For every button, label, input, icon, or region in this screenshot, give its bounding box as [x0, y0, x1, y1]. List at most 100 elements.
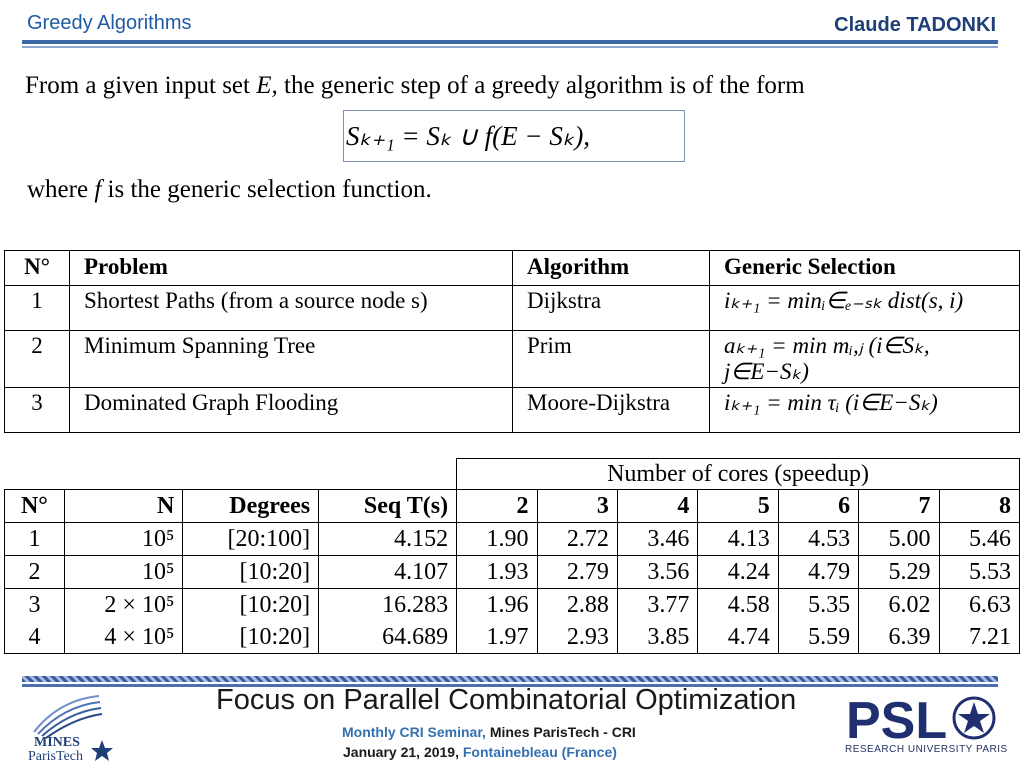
- cell: 4.53: [777, 522, 860, 556]
- cell-n: 2: [4, 330, 70, 388]
- intro-var-e: E,: [256, 72, 278, 99]
- mines-text: MINES: [34, 735, 80, 750]
- header-rule-thin: [22, 46, 998, 48]
- col-size: N: [63, 489, 184, 523]
- cell: [20:100]: [182, 522, 320, 556]
- intro-text-b: the generic step of a greedy algorithm i…: [284, 72, 805, 99]
- col-degrees: Degrees: [182, 489, 320, 523]
- cell: 2.93: [536, 621, 618, 654]
- cell-selection: aₖ₊₁ = min mᵢ,ⱼ (i∈Sₖ, j∈E−Sₖ): [709, 330, 1020, 388]
- cell: 10⁵: [63, 555, 184, 589]
- cell-problem: Minimum Spanning Tree: [69, 330, 513, 388]
- table-row: 4 4 × 10⁵ [10:20] 64.689 1.97 2.93 3.85 …: [4, 621, 1021, 654]
- cell: [10:20]: [182, 588, 320, 621]
- cell-selection: iₖ₊₁ = min τᵢ (i∈E−Sₖ): [709, 387, 1020, 433]
- cell: 1.97: [456, 621, 538, 654]
- cell: [10:20]: [182, 621, 320, 654]
- cell: 2: [4, 555, 65, 589]
- cell: 4.58: [697, 588, 779, 621]
- cell: 5.29: [858, 555, 940, 589]
- cell-algorithm: Moore-Dijkstra: [512, 387, 710, 433]
- col-cores-2: 2: [456, 489, 538, 523]
- psl-logo: PSL: [846, 692, 996, 750]
- cell-problem: Dominated Graph Flooding: [69, 387, 513, 433]
- cell: 16.283: [318, 588, 458, 621]
- cell: 6.63: [938, 588, 1021, 621]
- cell: 4: [4, 621, 65, 654]
- cell: 4.107: [318, 555, 458, 589]
- paristech-text: ParisTech: [28, 749, 84, 764]
- cell: 5.00: [858, 522, 940, 556]
- seminar-date: January 21, 2019,: [343, 744, 459, 760]
- cell: 2.79: [536, 555, 618, 589]
- cell: 1: [4, 522, 65, 556]
- cell: 7.21: [938, 621, 1021, 654]
- cell: 6.39: [858, 621, 940, 654]
- cell-problem: Shortest Paths (from a source node s): [69, 285, 513, 331]
- cell: 1.90: [456, 522, 538, 556]
- col-seq-time: Seq T(s): [318, 489, 458, 523]
- mines-paristech-logo: [33, 695, 113, 761]
- col-cores-5: 5: [697, 489, 779, 523]
- table-row: 3 2 × 10⁵ [10:20] 16.283 1.96 2.88 3.77 …: [4, 588, 1021, 621]
- cell: 6.02: [858, 588, 940, 621]
- date-line: January 21, 2019, Fontainebleau (France): [343, 744, 617, 760]
- greedy-formula: Sₖ₊₁ = Sₖ ∪ f(E − Sₖ),: [343, 110, 685, 162]
- cell: 3.77: [616, 588, 699, 621]
- author-name: Claude TADONKI: [834, 14, 996, 36]
- cell: 2 × 10⁵: [63, 588, 184, 621]
- col-algorithm: Algorithm: [512, 250, 710, 286]
- table-row: 1 Shortest Paths (from a source node s) …: [4, 285, 1020, 331]
- cell-algorithm: Prim: [512, 330, 710, 388]
- header-rule: [22, 40, 998, 44]
- cell: 2.72: [536, 522, 618, 556]
- psl-letters: PSL: [846, 692, 947, 750]
- cell: 2.88: [536, 588, 618, 621]
- cell: 5.53: [938, 555, 1021, 589]
- col-n: N°: [4, 250, 70, 286]
- table-row: 2 Minimum Spanning Tree Prim aₖ₊₁ = min …: [4, 330, 1020, 388]
- intro-text-a: From a given input set: [25, 72, 250, 99]
- cores-header: Number of cores (speedup): [456, 458, 1020, 490]
- seminar-place: Fontainebleau (France): [462, 744, 617, 760]
- col-cores-7: 7: [858, 489, 940, 523]
- cell: 3.85: [616, 621, 699, 654]
- col-cores-8: 8: [938, 489, 1021, 523]
- talk-title: Focus on Parallel Combinatorial Optimiza…: [216, 684, 797, 716]
- cell: 4.13: [697, 522, 779, 556]
- seminar-name: Monthly CRI Seminar,: [342, 724, 486, 740]
- col-cores-4: 4: [616, 489, 699, 523]
- cell: 10⁵: [63, 522, 184, 556]
- cell: 4.24: [697, 555, 779, 589]
- footer-band: [22, 676, 998, 682]
- cell: 5.59: [777, 621, 860, 654]
- cell: [10:20]: [182, 555, 320, 589]
- table-header-row: N° N Degrees Seq T(s) 2 3 4 5 6 7 8: [4, 489, 1021, 523]
- blank-header: [4, 458, 457, 490]
- cell: 4 × 10⁵: [63, 621, 184, 654]
- cell: 5.46: [938, 522, 1021, 556]
- cell: 1.93: [456, 555, 538, 589]
- where-text-a: where: [27, 176, 89, 203]
- section-title: Greedy Algorithms: [27, 12, 192, 34]
- cell: 64.689: [318, 621, 458, 654]
- where-var-f: f: [94, 176, 102, 203]
- col-problem: Problem: [69, 250, 513, 286]
- cell-selection: iₖ₊₁ = minᵢ∈ₑ₋ₛₖ dist(s, i): [709, 285, 1020, 331]
- group-header-row: Number of cores (speedup): [4, 458, 1020, 490]
- seminar-line: Monthly CRI Seminar, Mines ParisTech - C…: [342, 724, 636, 740]
- col-cores-3: 3: [536, 489, 618, 523]
- cell-n: 3: [4, 387, 70, 433]
- footer-rule: [22, 684, 998, 687]
- where-line: where f is the generic selection functio…: [27, 176, 432, 204]
- cell: 4.79: [777, 555, 860, 589]
- cell: 1.96: [456, 588, 538, 621]
- cell: 4.74: [697, 621, 779, 654]
- psl-subtitle: RESEARCH UNIVERSITY PARIS: [845, 744, 1008, 755]
- table-row: 3 Dominated Graph Flooding Moore-Dijkstr…: [4, 387, 1020, 433]
- col-n: N°: [4, 489, 65, 523]
- cell-algorithm: Dijkstra: [512, 285, 710, 331]
- col-cores-6: 6: [777, 489, 860, 523]
- formula-text: Sₖ₊₁ = Sₖ ∪ f(E − Sₖ),: [346, 120, 591, 151]
- where-text-b: is the generic selection function.: [107, 176, 432, 203]
